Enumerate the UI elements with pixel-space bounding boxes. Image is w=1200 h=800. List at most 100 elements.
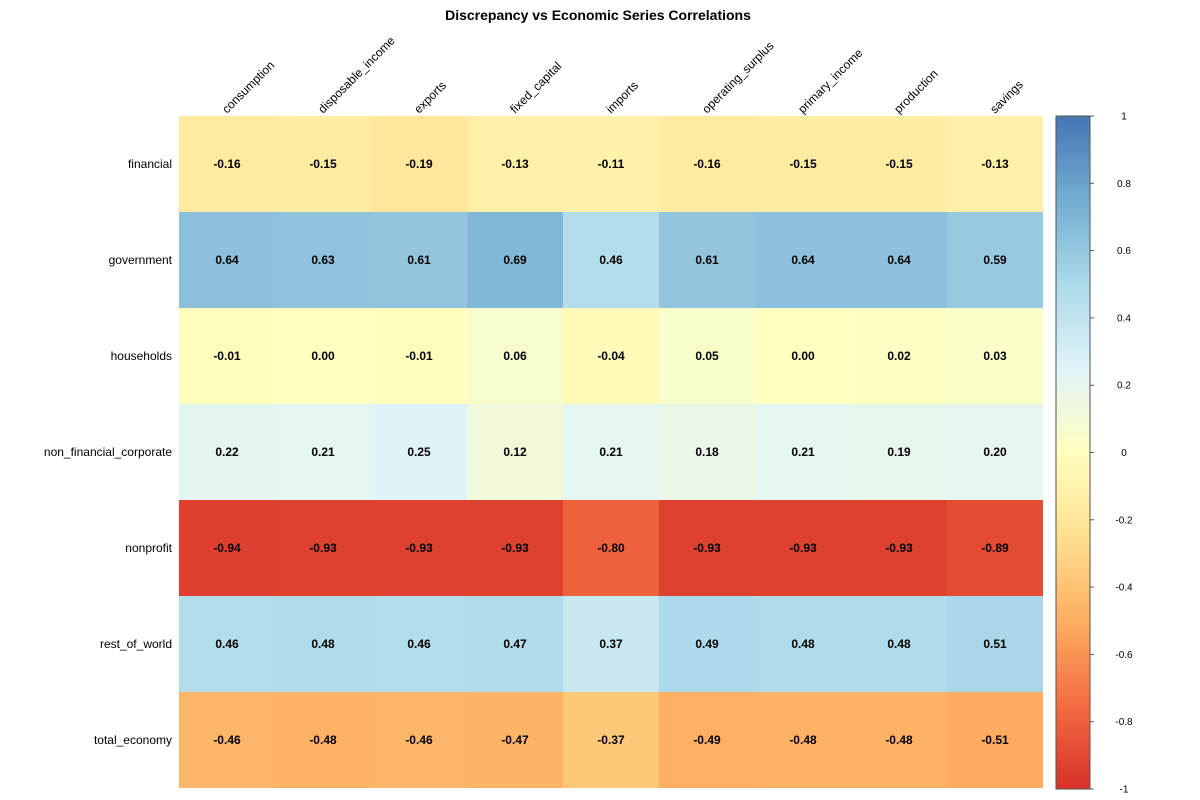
heatmap-cell — [755, 116, 851, 212]
heatmap-cell — [851, 212, 947, 308]
legend-tick-label: -0.4 — [1115, 583, 1133, 594]
heatmap-cell — [179, 212, 275, 308]
legend-tick-label: 0.8 — [1117, 179, 1131, 190]
heatmap-cell — [467, 596, 563, 692]
legend-tick-label: -0.2 — [1115, 515, 1133, 526]
heatmap-cell-value: 0.25 — [407, 445, 431, 459]
heatmap-cell-value: 0.59 — [983, 253, 1007, 267]
heatmap-cell — [563, 308, 659, 404]
legend-tick-label: -0.8 — [1115, 717, 1133, 728]
heatmap-cell-value: -0.48 — [309, 733, 337, 747]
column-label: fixed_capital — [507, 59, 564, 116]
heatmap-cell — [563, 404, 659, 500]
heatmap-cell — [755, 500, 851, 596]
heatmap-cell — [179, 308, 275, 404]
heatmap-cell — [659, 404, 755, 500]
row-label: total_economy — [94, 733, 172, 747]
heatmap-cell — [947, 596, 1043, 692]
heatmap-cell-value: -0.16 — [693, 157, 721, 171]
column-label: consumption — [219, 58, 277, 116]
heatmap-cell-value: -0.46 — [213, 733, 241, 747]
heatmap-cell — [371, 500, 467, 596]
heatmap-cell — [755, 308, 851, 404]
heatmap-cell — [755, 212, 851, 308]
heatmap-cell — [659, 308, 755, 404]
heatmap-cell-value: 0.69 — [503, 253, 527, 267]
heatmap-cell — [659, 116, 755, 212]
heatmap-cell — [275, 596, 371, 692]
column-label: disposable_income — [315, 33, 398, 116]
heatmap-cell-value: 0.21 — [599, 445, 623, 459]
heatmap-cell — [467, 404, 563, 500]
heatmap-cell-value: 0.20 — [983, 445, 1007, 459]
heatmap-cell-value: -0.80 — [597, 541, 625, 555]
heatmap-cell — [179, 500, 275, 596]
heatmap-cell — [467, 308, 563, 404]
heatmap-cell-value: 0.06 — [503, 349, 527, 363]
heatmap-cell — [947, 308, 1043, 404]
heatmap-cell — [467, 212, 563, 308]
heatmap-cell-value: -0.11 — [598, 157, 625, 171]
heatmap-cell-value: 0.19 — [887, 445, 911, 459]
heatmap-cell — [563, 500, 659, 596]
row-label: households — [111, 349, 172, 363]
heatmap-cell-value: 0.47 — [503, 637, 527, 651]
heatmap-cell-value: 0.48 — [311, 637, 335, 651]
color-legend: 1 0.8 0.6 0.4 0.2 0 -0.2 -0.4 -0.6 -0.8 -1 — [1055, 112, 1133, 796]
row-label: financial — [128, 157, 172, 171]
heatmap-cell-value: -0.89 — [981, 541, 1009, 555]
heatmap-cell-value: 0.64 — [887, 253, 911, 267]
row-label: nonprofit — [125, 541, 172, 555]
heatmap-cell — [659, 692, 755, 788]
heatmap-cell-value: 0.64 — [215, 253, 239, 267]
heatmap-cell — [755, 692, 851, 788]
heatmap-cell — [755, 404, 851, 500]
row-label: government — [109, 253, 173, 267]
heatmap-cell — [659, 500, 755, 596]
legend-tick-label: 0 — [1121, 448, 1127, 459]
legend-color-bar — [1055, 115, 1091, 790]
heatmap-cell — [947, 500, 1043, 596]
heatmap-cell-value: -0.19 — [405, 157, 433, 171]
heatmap-cell-value: -0.93 — [789, 541, 817, 555]
heatmap-cell — [371, 116, 467, 212]
heatmap-cell-value: -0.15 — [309, 157, 337, 171]
column-label: imports — [603, 78, 641, 116]
heatmap-cell-value: 0.61 — [407, 253, 431, 267]
heatmap-cell — [851, 116, 947, 212]
heatmap-cell-value: -0.51 — [981, 733, 1009, 747]
legend-tick-label: 0.6 — [1117, 246, 1131, 257]
heatmap-cell-value: 0.00 — [791, 349, 815, 363]
heatmap-cell-value: -0.01 — [213, 349, 241, 363]
heatmap-cell — [275, 500, 371, 596]
heatmap-cell-value: -0.48 — [885, 733, 913, 747]
heatmap-cell-value: -0.04 — [597, 349, 625, 363]
heatmap-cell-value: 0.12 — [503, 445, 527, 459]
heatmap-cell-value: -0.48 — [789, 733, 817, 747]
heatmap-cell — [851, 404, 947, 500]
column-label: exports — [411, 78, 449, 116]
heatmap-cell-value: -0.94 — [213, 541, 241, 555]
legend-tick-label: 0.4 — [1117, 313, 1131, 324]
column-label: production — [891, 67, 941, 117]
heatmap-cell — [563, 116, 659, 212]
heatmap-cell-value: -0.93 — [405, 541, 433, 555]
legend-tick-label: 0.2 — [1117, 381, 1131, 392]
heatmap-cell-value: -0.37 — [597, 733, 625, 747]
heatmap-cell-value: 0.21 — [791, 445, 815, 459]
heatmap-cell — [659, 596, 755, 692]
legend-tick-label: -1 — [1120, 785, 1129, 796]
heatmap-cell — [947, 212, 1043, 308]
heatmap-cell — [947, 404, 1043, 500]
heatmap-cell-value: -0.15 — [789, 157, 817, 171]
legend-tick-label: 1 — [1121, 112, 1127, 123]
heatmap-cell — [947, 692, 1043, 788]
column-label: savings — [987, 77, 1026, 116]
heatmap-cell — [371, 404, 467, 500]
heatmap-cell-value: 0.63 — [311, 253, 335, 267]
heatmap-cell-value: -0.15 — [885, 157, 913, 171]
heatmap-cell-value: 0.48 — [791, 637, 815, 651]
heatmap-cell-value: -0.46 — [405, 733, 433, 747]
heatmap-cell — [467, 500, 563, 596]
